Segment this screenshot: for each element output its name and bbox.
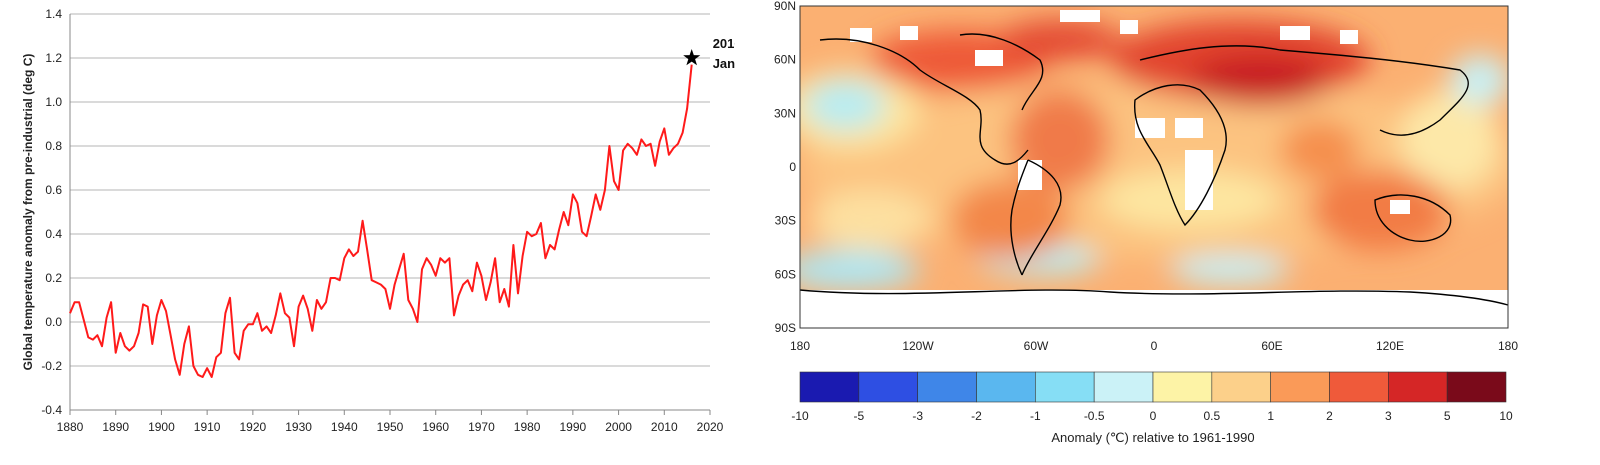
colorbar-tick-label: 10 bbox=[1499, 409, 1513, 423]
coastlines bbox=[799, 33, 1509, 306]
colorbar-swatch bbox=[976, 371, 1036, 403]
colorbar-tick-label: 0.5 bbox=[1203, 409, 1220, 423]
colorbar-swatch bbox=[1035, 371, 1095, 403]
colorbar-tick-label: -3 bbox=[912, 409, 923, 423]
colorbar-title: Anomaly (℃) relative to 1961-1990 bbox=[1051, 430, 1254, 445]
y-tick-label: 1.0 bbox=[45, 95, 62, 109]
longitude-label: 120E bbox=[1376, 339, 1404, 353]
y-tick-label: -0.2 bbox=[41, 359, 62, 373]
longitude-label: 180 bbox=[790, 339, 810, 353]
line-chart-panel: 1880 1890 1900 1910 1920 1930 1940 1950 1960 1970… bbox=[0, 0, 768, 460]
y-tick-label: -0.4 bbox=[41, 403, 62, 417]
longitude-label: 60E bbox=[1261, 339, 1282, 353]
map-frame bbox=[799, 5, 1509, 329]
x-tick-label: 1920 bbox=[240, 420, 267, 434]
axes bbox=[69, 14, 710, 411]
x-tick-label: 1970 bbox=[468, 420, 495, 434]
y-tick-label: 1.4 bbox=[45, 7, 62, 21]
colorbar-swatch bbox=[1446, 371, 1507, 403]
longitude-label: 180 bbox=[1498, 339, 1518, 353]
latitude-label: 90S bbox=[775, 321, 796, 335]
star-marker-icon bbox=[683, 49, 701, 66]
x-tick-label: 1960 bbox=[422, 420, 449, 434]
latitude-labels: 90N 60N 30N 0 30S 60S 90S bbox=[774, 0, 796, 335]
x-tick-label: 2020 bbox=[697, 420, 724, 434]
x-tick-label: 1900 bbox=[148, 420, 175, 434]
colorbar-tick-label: 5 bbox=[1444, 409, 1451, 423]
longitude-label: 0 bbox=[1151, 339, 1158, 353]
x-tick-label: 1940 bbox=[331, 420, 358, 434]
y-tick-label: 1.2 bbox=[45, 51, 62, 65]
x-tick-label: 1930 bbox=[285, 420, 312, 434]
colorbar-swatch bbox=[1211, 371, 1271, 403]
y-tick-label: 0.8 bbox=[45, 139, 62, 153]
colorbar-tick-label: -0.5 bbox=[1084, 409, 1105, 423]
colorbar-swatch bbox=[1093, 371, 1154, 403]
latitude-label: 90N bbox=[774, 0, 796, 13]
colorbar-tick-label: 0 bbox=[1150, 409, 1157, 423]
map-panel: 180 120W 60W 0 60E 120E 180 90N 60N 30N 0 30S 60S 90… bbox=[760, 0, 1560, 460]
colorbar bbox=[799, 371, 1507, 403]
data-series bbox=[69, 64, 693, 378]
colorbar-tick-label: 3 bbox=[1385, 409, 1392, 423]
series-line bbox=[69, 64, 693, 378]
annotation-year: 2016 bbox=[713, 36, 735, 51]
x-tick-label: 1950 bbox=[377, 420, 404, 434]
latitude-label: 0 bbox=[789, 160, 796, 174]
x-tick-label: 1910 bbox=[194, 420, 221, 434]
annotation-period: Jan-Sept bbox=[713, 56, 735, 71]
y-tick-labels: -0.4 -0.2 0.0 0.2 0.4 0.6 0.8 1.0 1.2 1.4 bbox=[41, 7, 62, 417]
map-field bbox=[800, 6, 1508, 328]
colorbar-swatch bbox=[1329, 371, 1389, 403]
temperature-line-chart: 1880 1890 1900 1910 1920 1930 1940 1950 1960 1970… bbox=[21, 7, 768, 434]
colorbar-swatch bbox=[799, 371, 860, 403]
y-tick-label: 0.6 bbox=[45, 183, 62, 197]
longitude-label: 120W bbox=[902, 339, 934, 353]
colorbar-tick-label: -2 bbox=[971, 409, 982, 423]
longitude-labels: 180 120W 60W 0 60E 120E 180 bbox=[790, 339, 1518, 353]
colorbar-tick-label: -5 bbox=[853, 409, 864, 423]
colorbar-swatch bbox=[1270, 371, 1330, 403]
longitude-label: 60W bbox=[1024, 339, 1049, 353]
y-tick-label: 0.0 bbox=[45, 315, 62, 329]
colorbar-swatch bbox=[858, 371, 918, 403]
colorbar-swatch bbox=[1152, 371, 1213, 403]
y-axis-title: Global temperature anomaly from pre-indu… bbox=[21, 54, 35, 371]
temperature-anomaly-map: 180 120W 60W 0 60E 120E 180 90N60N30N030S60S90… bbox=[774, 0, 1518, 445]
latitude-label: 60N bbox=[774, 53, 796, 67]
x-tick-label: 2000 bbox=[605, 420, 632, 434]
colorbar-tick-label: 1 bbox=[1267, 409, 1274, 423]
colorbar-tick-labels: -10 -5 -3 -2 -1 -0.5 0 0.5 1 2 3 5 10 bbox=[791, 409, 1513, 423]
colorbar-swatch bbox=[917, 371, 977, 403]
y-tick-label: 0.4 bbox=[45, 227, 62, 241]
x-tick-label: 1990 bbox=[560, 420, 587, 434]
x-tick-labels: 1880 1890 1900 1910 1920 1930 1940 1950 1960 1970… bbox=[57, 410, 724, 434]
colorbar-tick-label: -1 bbox=[1030, 409, 1041, 423]
latitude-label: 30S bbox=[775, 214, 796, 228]
latitude-label: 60S bbox=[775, 267, 796, 281]
latitude-label: 30N bbox=[774, 106, 796, 120]
colorbar-tick-label: 2 bbox=[1326, 409, 1333, 423]
y-tick-label: 0.2 bbox=[45, 271, 62, 285]
x-tick-label: 1880 bbox=[57, 420, 84, 434]
colorbar-swatch bbox=[1388, 371, 1448, 403]
colorbar-tick-label: -10 bbox=[791, 409, 809, 423]
x-tick-label: 2010 bbox=[651, 420, 678, 434]
x-tick-label: 1890 bbox=[102, 420, 129, 434]
gridlines bbox=[70, 13, 710, 411]
x-tick-label: 1980 bbox=[514, 420, 541, 434]
